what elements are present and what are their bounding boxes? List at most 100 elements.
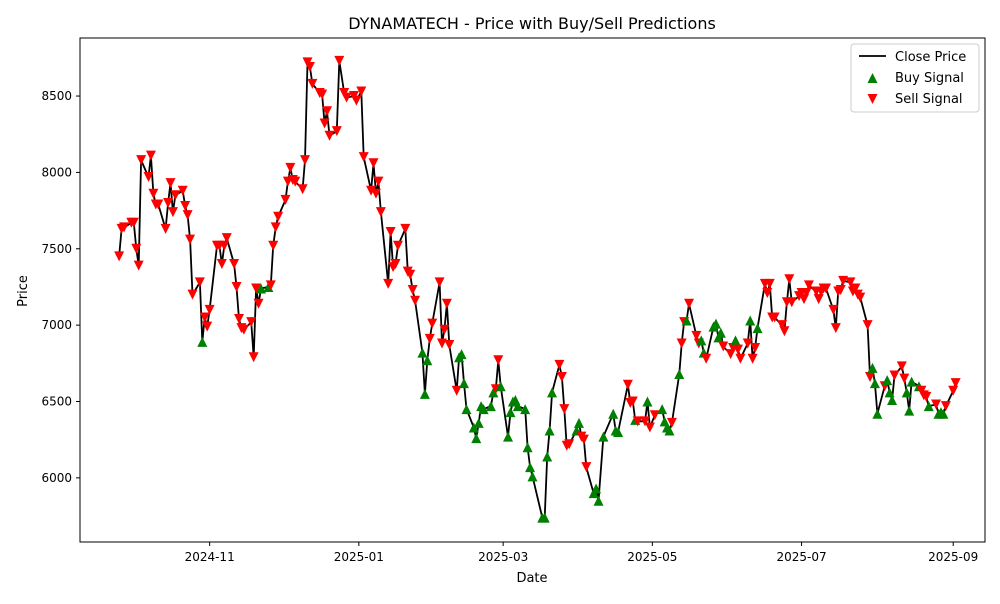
buy-signal-marker [642, 396, 653, 407]
sell-signal-marker [950, 378, 961, 389]
sell-signal-marker [622, 379, 633, 390]
buy-signal-marker [485, 401, 496, 412]
plot-frame [79, 37, 986, 543]
sell-signal-marker [889, 370, 900, 381]
sell-signal-marker [170, 190, 181, 201]
buy-signal-marker [520, 404, 531, 415]
sell-signal-marker [194, 277, 205, 288]
sell-signal-marker [375, 207, 386, 218]
x-tick-label: 2025-05 [627, 550, 677, 564]
sell-signal-marker [319, 118, 330, 129]
sell-signal-marker [165, 178, 176, 189]
buy-signal-marker [468, 422, 479, 433]
sell-signal-marker [779, 326, 790, 337]
sell-signal-marker [493, 355, 504, 366]
y-tick-label: 6000 [41, 471, 72, 485]
buy-signal-marker [547, 387, 558, 398]
sell-signal-marker [427, 318, 438, 329]
sell-signal-marker [341, 92, 352, 103]
sell-signal-marker [148, 188, 159, 199]
buy-signal-marker [197, 336, 208, 347]
y-tick-label: 7500 [41, 242, 72, 256]
sell-signal-marker [246, 317, 257, 328]
sell-signal-marker [718, 341, 729, 352]
sell-signal-marker [845, 277, 856, 288]
sell-signal-marker [830, 323, 841, 334]
sell-signal-marker [285, 162, 296, 173]
sell-signal-marker [351, 95, 362, 106]
sell-signal-marker [334, 55, 345, 66]
sell-signal-marker [219, 240, 230, 251]
sell-signal-marker [439, 324, 450, 335]
buy-signal-marker [461, 404, 472, 415]
sell-signal-marker [666, 417, 677, 428]
legend-sell-signal: Sell Signal [895, 92, 963, 107]
sell-signal-marker [368, 158, 379, 169]
sell-signal-marker [221, 233, 232, 244]
sell-signal-marker [163, 197, 174, 208]
sell-signal-marker [177, 185, 188, 196]
buy-signal-marker [715, 327, 726, 338]
sell-signal-marker [776, 320, 787, 331]
buy-signal-marker [608, 408, 619, 419]
buy-signal-marker [593, 495, 604, 506]
buy-signal-marker [613, 427, 624, 438]
sell-signal-marker [317, 89, 328, 100]
sell-signal-marker [392, 240, 403, 251]
buy-signal-marker [478, 404, 489, 415]
x-tick-label: 2024-11 [185, 550, 235, 564]
sell-signal-marker [896, 361, 907, 372]
sell-signal-marker [855, 292, 866, 303]
buy-signal-marker [872, 408, 883, 419]
buy-signal-marker [505, 407, 516, 418]
buy-signal-marker [471, 433, 482, 444]
y-tick-label: 8500 [41, 89, 72, 103]
sell-signal-marker [747, 353, 758, 364]
legend: Close Price Buy Signal Sell Signal [850, 43, 980, 113]
legend-close-price: Close Price [895, 50, 966, 65]
buy-signal-marker [882, 375, 893, 386]
sell-signal-marker [356, 86, 367, 97]
sell-signal-marker [400, 223, 411, 234]
sell-signal-marker [701, 353, 712, 364]
sell-signal-marker [248, 352, 259, 363]
sell-signal-marker [437, 338, 447, 349]
sell-signal-marker [559, 404, 570, 415]
sell-signal-marker [268, 240, 279, 251]
sell-signal-marker [578, 434, 589, 445]
x-tick-label: 2025-07 [776, 550, 826, 564]
buy-signal-marker [923, 401, 934, 412]
sell-signal-marker [251, 283, 262, 294]
buy-signal-marker [745, 315, 756, 326]
sell-signal-marker [407, 285, 418, 295]
buy-signal-marker [696, 335, 707, 346]
sell-signal-marker [231, 281, 242, 292]
sell-signal-marker [813, 294, 824, 305]
buy-signal-marker [867, 362, 878, 373]
buy-signal-marker [681, 315, 692, 326]
sell-signal-marker [304, 62, 315, 73]
sell-signal-marker [199, 312, 210, 323]
sell-signal-marker [931, 399, 942, 410]
sell-signal-marker [554, 359, 565, 370]
buy-signal-marker [522, 442, 533, 453]
sell-signal-marker [153, 199, 164, 210]
sell-signal-marker [273, 211, 284, 222]
buy-signal-marker [525, 462, 536, 473]
buy-signal-marker [598, 431, 609, 442]
buy-signal-marker [906, 376, 917, 387]
buy-signal-marker [938, 408, 949, 419]
buy-signal-marker [256, 283, 266, 294]
sell-signal-marker [119, 222, 130, 233]
buy-signal-marker [539, 512, 550, 523]
buy-signal-marker [488, 387, 499, 398]
sell-signal-marker [632, 416, 643, 427]
sell-signal-marker [373, 176, 384, 187]
sell-signal-marker [644, 422, 655, 433]
sell-signal-marker [424, 333, 435, 344]
sell-signal-marker [865, 372, 876, 383]
sell-signal-marker [182, 210, 193, 221]
sell-signal-marker [370, 188, 381, 199]
sell-signal-marker [324, 130, 335, 141]
sell-signal-marker [385, 226, 396, 237]
